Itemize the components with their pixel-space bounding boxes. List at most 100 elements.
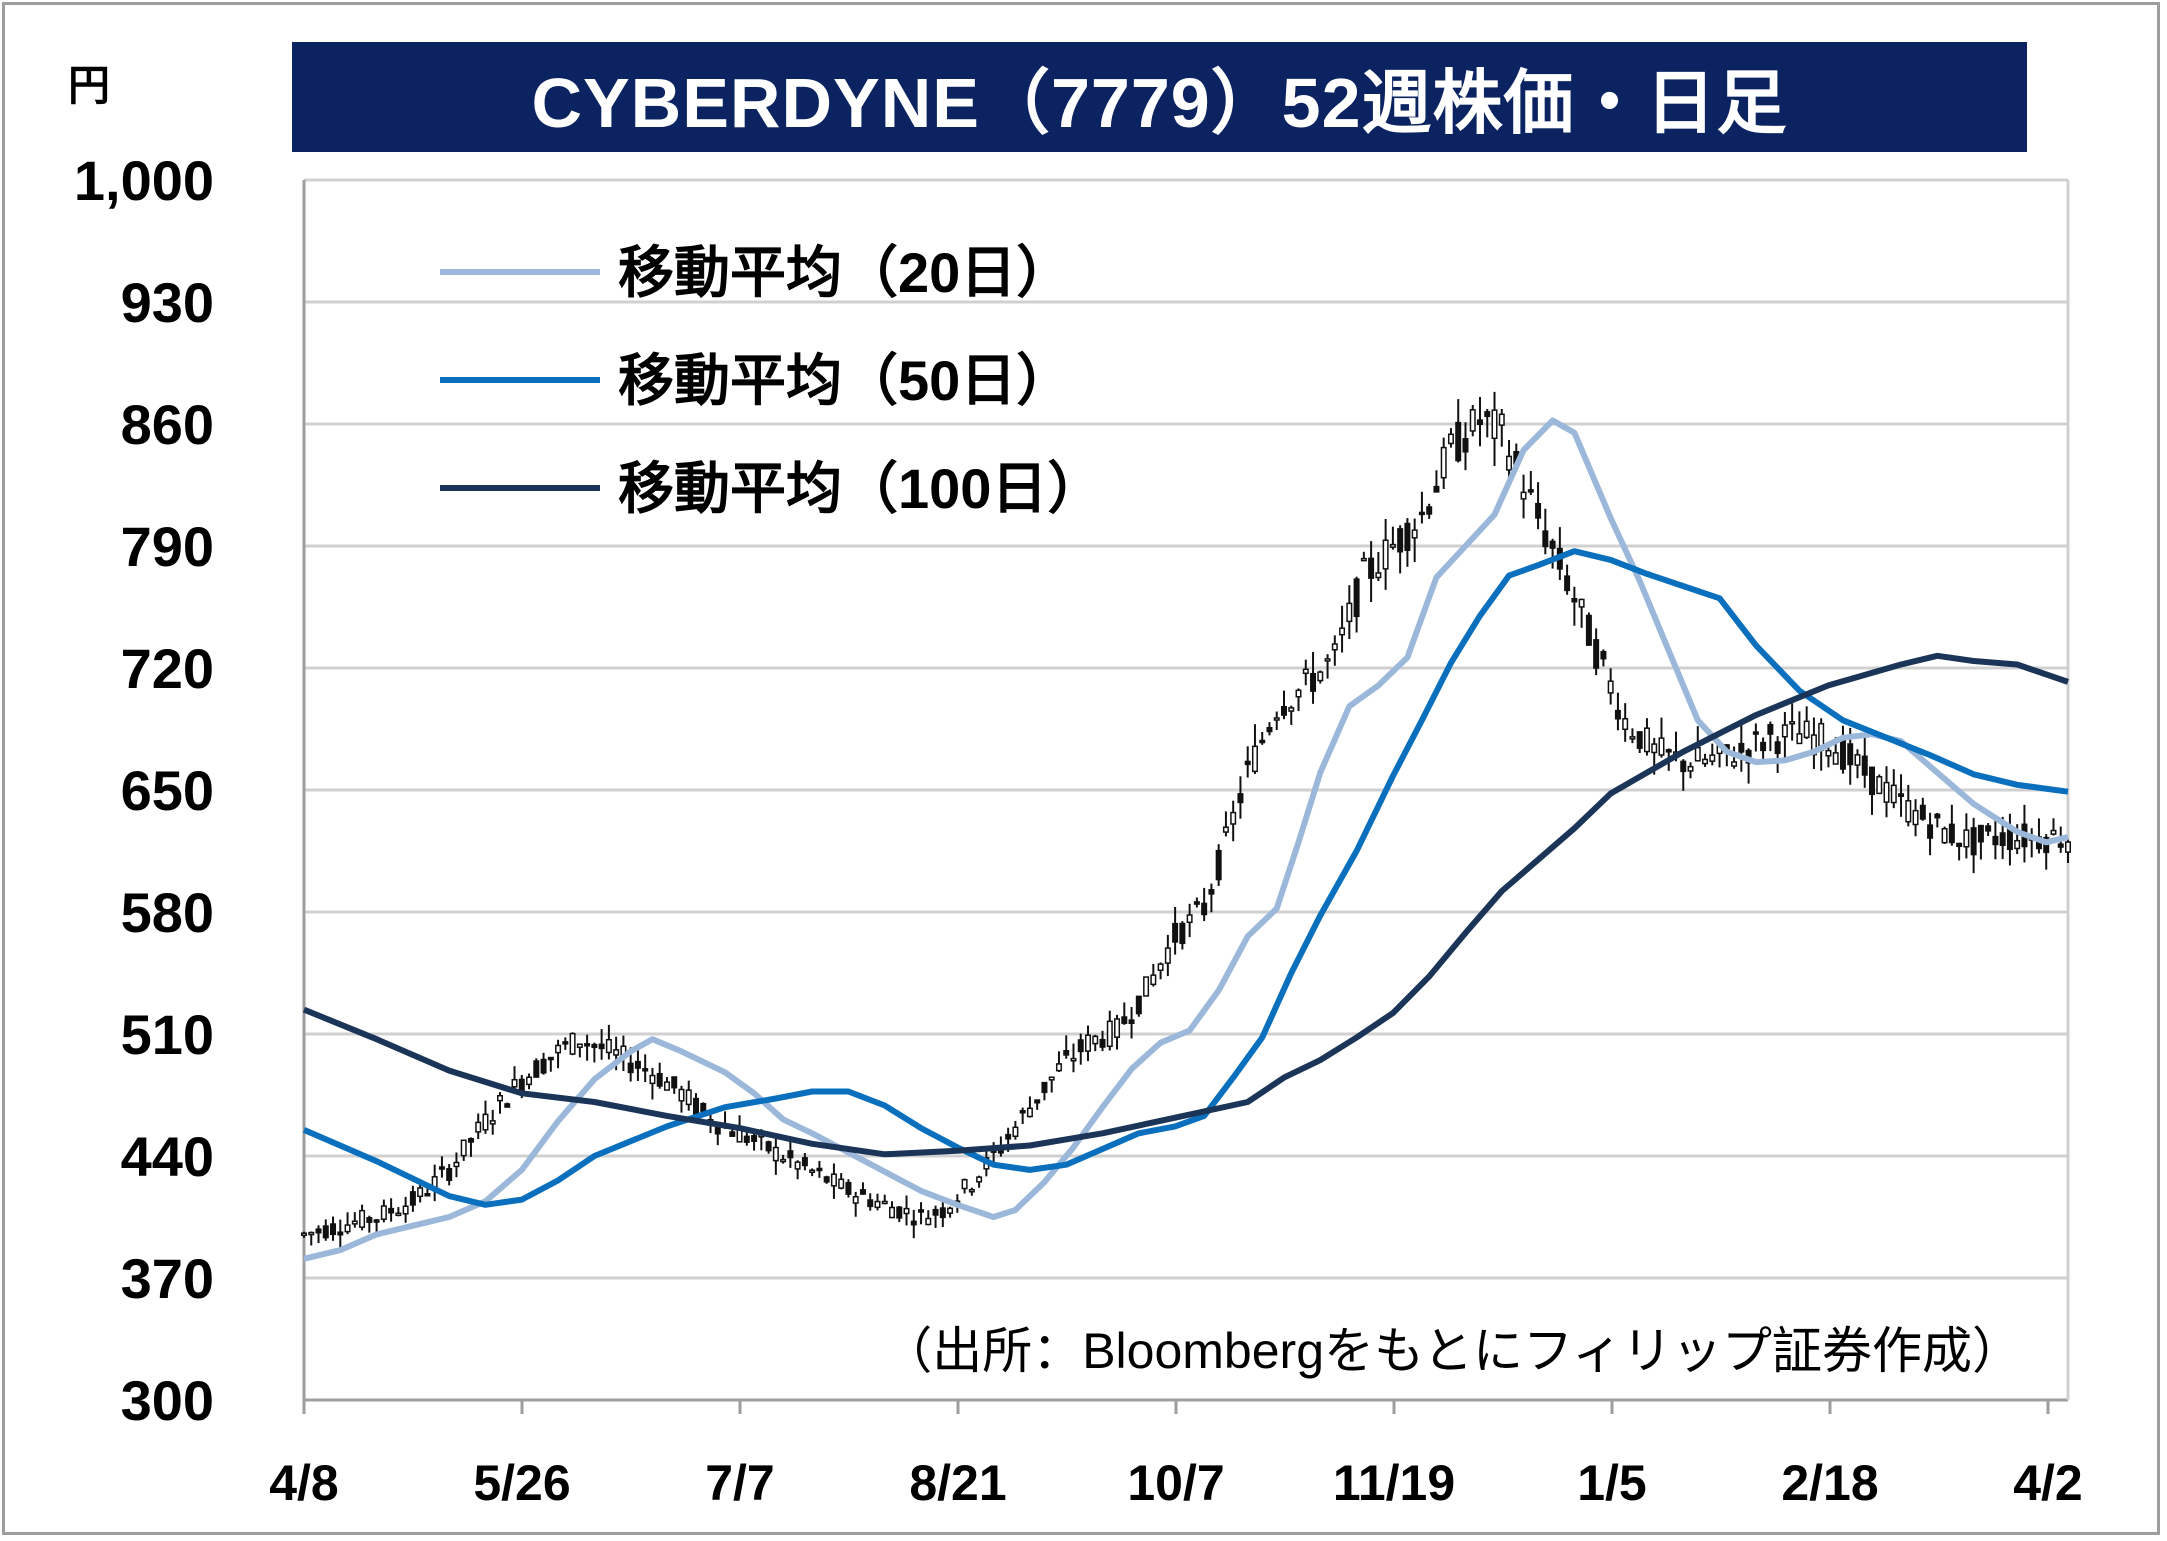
candle-body [1607, 680, 1614, 694]
candle-body [1302, 668, 1309, 675]
candle-body [852, 1196, 859, 1204]
candle-body [1956, 842, 1963, 848]
candle-body [1825, 749, 1832, 757]
candle-body [1230, 811, 1237, 825]
candle-body [1651, 743, 1658, 754]
candle-body [1186, 914, 1193, 924]
candle-body [1622, 718, 1629, 731]
candle-body [1121, 1016, 1128, 1024]
candle-body [1215, 849, 1222, 881]
candle-body [1411, 529, 1418, 539]
candle-body [1397, 528, 1404, 553]
candle-body [1600, 650, 1607, 660]
candle-body [1418, 511, 1425, 516]
x-tick-label: 4/2 [2013, 1455, 2083, 1511]
candle-body [692, 1097, 700, 1115]
candle-body [1034, 1099, 1041, 1104]
candle-body [1375, 572, 1382, 579]
x-tick-label: 10/7 [1127, 1455, 1224, 1511]
candle-body [1970, 827, 1977, 856]
candle-body [1012, 1126, 1019, 1137]
candle-body [417, 1187, 424, 1198]
legend-label: 移動平均（100日） [618, 457, 1103, 520]
candle-body [1854, 754, 1861, 766]
candle-body [482, 1113, 489, 1131]
candle-body [1861, 755, 1868, 776]
candle-body [1055, 1063, 1062, 1072]
candle-body [315, 1228, 322, 1234]
candle-body [1636, 731, 1643, 749]
candle-body [961, 1179, 968, 1190]
candle-body [322, 1225, 329, 1239]
candle-body [881, 1200, 888, 1205]
candle-body [1135, 995, 1142, 1015]
candle-body [540, 1058, 547, 1074]
candle-body [1803, 720, 1810, 739]
candle-body [1026, 1107, 1033, 1118]
candle-body [518, 1078, 525, 1091]
candle-body [1789, 721, 1796, 725]
candle-body [2057, 843, 2064, 848]
candle-body [1201, 902, 1208, 916]
candle-body [1731, 761, 1738, 767]
candle-body [1128, 1019, 1135, 1025]
candle-body [838, 1178, 845, 1189]
candle-body [765, 1141, 772, 1152]
candle-body [1535, 502, 1542, 519]
candle-body [1273, 717, 1280, 721]
candle-body [460, 1139, 467, 1157]
candle-body [932, 1208, 939, 1216]
candle-body [918, 1209, 925, 1213]
candle-body [1985, 825, 1992, 832]
candle-body [1143, 976, 1150, 997]
y-tick-label: 650 [121, 759, 214, 822]
candle-body [1048, 1076, 1055, 1081]
candle-body [504, 1103, 511, 1108]
candle-body [1839, 739, 1846, 770]
candle-body [1251, 745, 1258, 773]
candle-body [308, 1231, 315, 1236]
candle-body [976, 1176, 983, 1183]
candle-body [1084, 1034, 1092, 1052]
candle-body [446, 1168, 453, 1182]
candle-body [1476, 419, 1484, 426]
candle-body [569, 1032, 576, 1055]
candle-body [1295, 689, 1302, 698]
candle-body [2050, 829, 2057, 835]
candle-body [1774, 741, 1781, 755]
candle-body [700, 1102, 707, 1113]
candle-body [1883, 781, 1890, 803]
candle-body [1353, 578, 1360, 618]
candle-body [1092, 1035, 1099, 1045]
candle-body [613, 1049, 620, 1056]
candle-body [475, 1121, 482, 1133]
candle-body [1317, 671, 1324, 682]
candle-body [823, 1176, 830, 1183]
candle-body [903, 1207, 910, 1215]
candle-body [1760, 741, 1767, 752]
candle-body [591, 1043, 598, 1049]
candle-body [533, 1060, 540, 1078]
candle-body [359, 1209, 366, 1228]
candle-body [1280, 705, 1288, 716]
candle-body [743, 1135, 750, 1143]
candle-body [729, 1131, 736, 1137]
y-tick-label: 720 [121, 637, 214, 700]
candle-body [373, 1219, 380, 1223]
candle-body [968, 1188, 975, 1193]
candle-body [1382, 539, 1389, 570]
candle-body [1426, 506, 1433, 515]
y-tick-label: 1,000 [74, 149, 214, 212]
candle-body [780, 1158, 787, 1163]
candle-body [1912, 809, 1919, 826]
candle-body [1172, 922, 1179, 943]
candle-body [1433, 485, 1440, 493]
candle-body [402, 1205, 409, 1215]
candle-body [794, 1161, 801, 1170]
candle-body [300, 1232, 308, 1236]
candle-body [649, 1074, 656, 1085]
candle-body [453, 1161, 460, 1168]
series-line-ma-1 [302, 548, 2069, 1208]
